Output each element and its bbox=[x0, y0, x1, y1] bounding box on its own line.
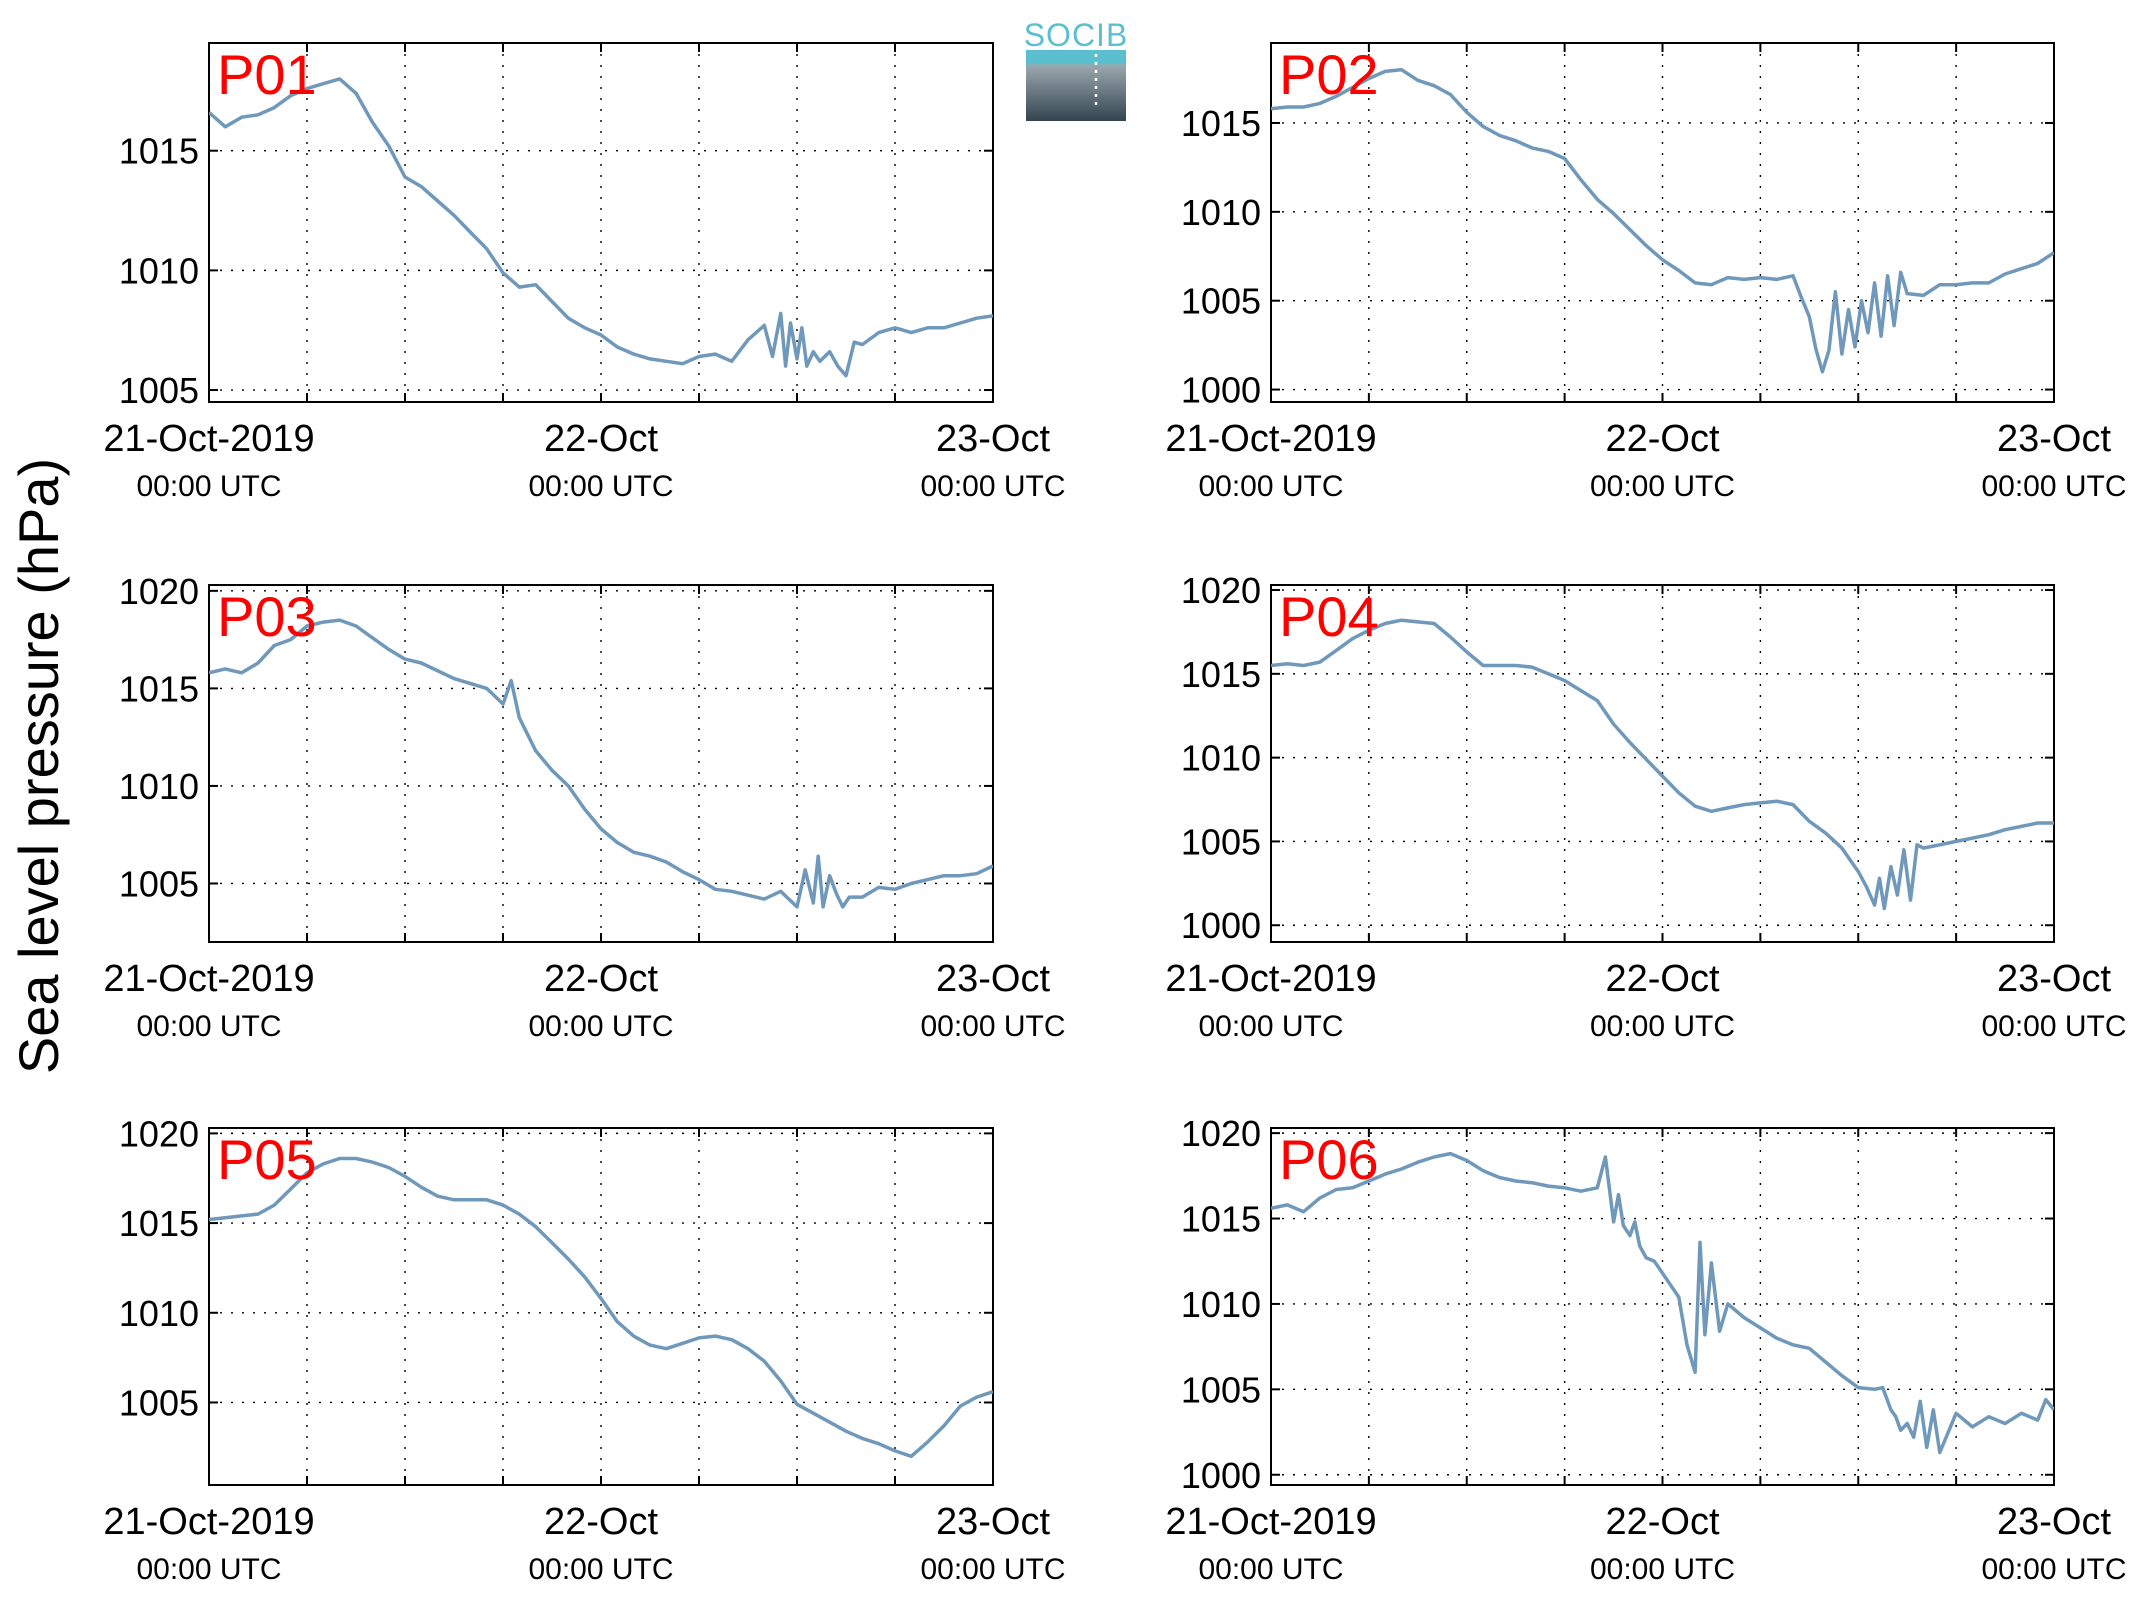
y-tick-label: 1015 bbox=[119, 668, 199, 709]
socib-logo-mark bbox=[1026, 50, 1126, 121]
panel-label: P02 bbox=[1279, 43, 1379, 106]
panel-label: P05 bbox=[217, 1128, 317, 1191]
x-tick-sublabel: 00:00 UTC bbox=[1981, 1553, 2126, 1586]
chart-panel-4: 1000 1005 1010 1015 1020 21-Oct-2019 00:00 UTC… bbox=[1165, 570, 2126, 1043]
y-tick-label: 1005 bbox=[119, 370, 199, 411]
x-tick-sublabel: 00:00 UTC bbox=[920, 1553, 1065, 1586]
x-tick-sublabel: 00:00 UTC bbox=[528, 1010, 673, 1043]
y-tick-label: 1015 bbox=[119, 131, 199, 172]
series-line bbox=[209, 77, 993, 378]
y-tick-label: 1005 bbox=[1181, 281, 1261, 322]
x-tick-sublabel: 00:00 UTC bbox=[528, 1553, 673, 1586]
x-tick-sublabel: 00:00 UTC bbox=[136, 1553, 281, 1586]
x-tick-label: 22-Oct bbox=[1605, 418, 1719, 460]
panel-label: P01 bbox=[217, 43, 317, 106]
x-tick-sublabel: 00:00 UTC bbox=[1590, 1010, 1735, 1043]
chart-panel-1: 1005 1010 1015 21-Oct-2019 00:00 UTC 22-Oct 00… bbox=[103, 42, 1066, 503]
x-tick-sublabel: 00:00 UTC bbox=[1981, 1010, 2126, 1043]
y-tick-label: 1020 bbox=[1181, 570, 1261, 611]
y-tick-label: 1015 bbox=[1181, 103, 1261, 144]
x-tick-label: 23-Oct bbox=[1997, 1501, 2111, 1543]
socib-logo: SOCIB bbox=[1024, 17, 1129, 121]
panel-label: P06 bbox=[1279, 1128, 1379, 1191]
x-tick-label: 21-Oct-2019 bbox=[1165, 418, 1376, 460]
chart-panel-6: 1000 1005 1010 1015 1020 21-Oct-2019 00:00 UTC… bbox=[1165, 1113, 2126, 1586]
x-tick-label: 21-Oct-2019 bbox=[1165, 958, 1376, 1000]
x-tick-label: 22-Oct bbox=[1605, 958, 1719, 1000]
series-line bbox=[1271, 67, 2054, 374]
x-tick-sublabel: 00:00 UTC bbox=[1198, 470, 1343, 503]
panel-label: P04 bbox=[1279, 585, 1379, 648]
x-tick-label: 23-Oct bbox=[936, 958, 1050, 1000]
y-tick-label: 1020 bbox=[119, 571, 199, 612]
axes-box bbox=[208, 1127, 994, 1486]
panel-label: P03 bbox=[217, 585, 317, 648]
x-tick-sublabel: 00:00 UTC bbox=[1981, 470, 2126, 503]
chart-panel-2: 1000 1005 1010 1015 21-Oct-2019 00:00 UTC 22-O… bbox=[1165, 42, 2127, 503]
y-tick-label: 1005 bbox=[119, 1382, 199, 1423]
x-tick-label: 22-Oct bbox=[544, 1501, 658, 1543]
x-tick-sublabel: 00:00 UTC bbox=[920, 470, 1065, 503]
x-tick-sublabel: 00:00 UTC bbox=[1590, 1553, 1735, 1586]
y-tick-label: 1015 bbox=[119, 1203, 199, 1244]
y-tick-label: 1020 bbox=[119, 1113, 199, 1154]
x-tick-sublabel: 00:00 UTC bbox=[1198, 1553, 1343, 1586]
socib-logo-text: SOCIB bbox=[1024, 17, 1129, 53]
x-tick-sublabel: 00:00 UTC bbox=[1198, 1010, 1343, 1043]
y-tick-label: 1010 bbox=[119, 250, 199, 291]
series-line bbox=[209, 1156, 993, 1459]
y-tick-label: 1005 bbox=[119, 863, 199, 904]
y-tick-label: 1015 bbox=[1181, 1199, 1261, 1240]
y-tick-label: 1015 bbox=[1181, 654, 1261, 695]
panels: 1005 1010 1015 21-Oct-2019 00:00 UTC 22-Oct 00… bbox=[103, 42, 2127, 1586]
x-tick-label: 22-Oct bbox=[544, 958, 658, 1000]
y-tick-label: 1000 bbox=[1181, 905, 1261, 946]
y-tick-label: 1010 bbox=[119, 1293, 199, 1334]
series-line bbox=[1271, 618, 2054, 911]
axes-box bbox=[208, 42, 994, 403]
x-tick-label: 23-Oct bbox=[936, 1501, 1050, 1543]
figure-ylabel: Sea level pressure (hPa) bbox=[7, 458, 70, 1074]
y-tick-label: 1010 bbox=[1181, 738, 1261, 779]
x-tick-label: 21-Oct-2019 bbox=[103, 418, 314, 460]
x-tick-label: 23-Oct bbox=[936, 418, 1050, 460]
y-tick-label: 1020 bbox=[1181, 1113, 1261, 1154]
y-tick-label: 1000 bbox=[1181, 370, 1261, 411]
y-tick-label: 1010 bbox=[119, 766, 199, 807]
x-tick-label: 22-Oct bbox=[1605, 1501, 1719, 1543]
x-tick-sublabel: 00:00 UTC bbox=[528, 470, 673, 503]
axes-box bbox=[1270, 584, 2055, 943]
x-tick-sublabel: 00:00 UTC bbox=[136, 1010, 281, 1043]
series-line bbox=[1271, 1151, 2054, 1455]
x-tick-label: 22-Oct bbox=[544, 418, 658, 460]
y-tick-label: 1010 bbox=[1181, 192, 1261, 233]
x-tick-sublabel: 00:00 UTC bbox=[920, 1010, 1065, 1043]
axes-box bbox=[1270, 42, 2055, 403]
x-tick-sublabel: 00:00 UTC bbox=[1590, 470, 1735, 503]
x-tick-sublabel: 00:00 UTC bbox=[136, 470, 281, 503]
y-tick-label: 1005 bbox=[1181, 1369, 1261, 1410]
chart-panel-3: 1005 1010 1015 1020 21-Oct-2019 00:00 UTC 22-O… bbox=[103, 571, 1065, 1043]
x-tick-label: 21-Oct-2019 bbox=[103, 1501, 314, 1543]
x-tick-label: 21-Oct-2019 bbox=[103, 958, 314, 1000]
x-tick-label: 21-Oct-2019 bbox=[1165, 1501, 1376, 1543]
x-tick-label: 23-Oct bbox=[1997, 418, 2111, 460]
y-tick-label: 1005 bbox=[1181, 821, 1261, 862]
chart-panel-5: 1005 1010 1015 1020 21-Oct-2019 00:00 UTC 22-O… bbox=[103, 1113, 1065, 1586]
series-line bbox=[209, 618, 993, 909]
y-tick-label: 1010 bbox=[1181, 1284, 1261, 1325]
y-tick-label: 1000 bbox=[1181, 1455, 1261, 1496]
x-tick-label: 23-Oct bbox=[1997, 958, 2111, 1000]
